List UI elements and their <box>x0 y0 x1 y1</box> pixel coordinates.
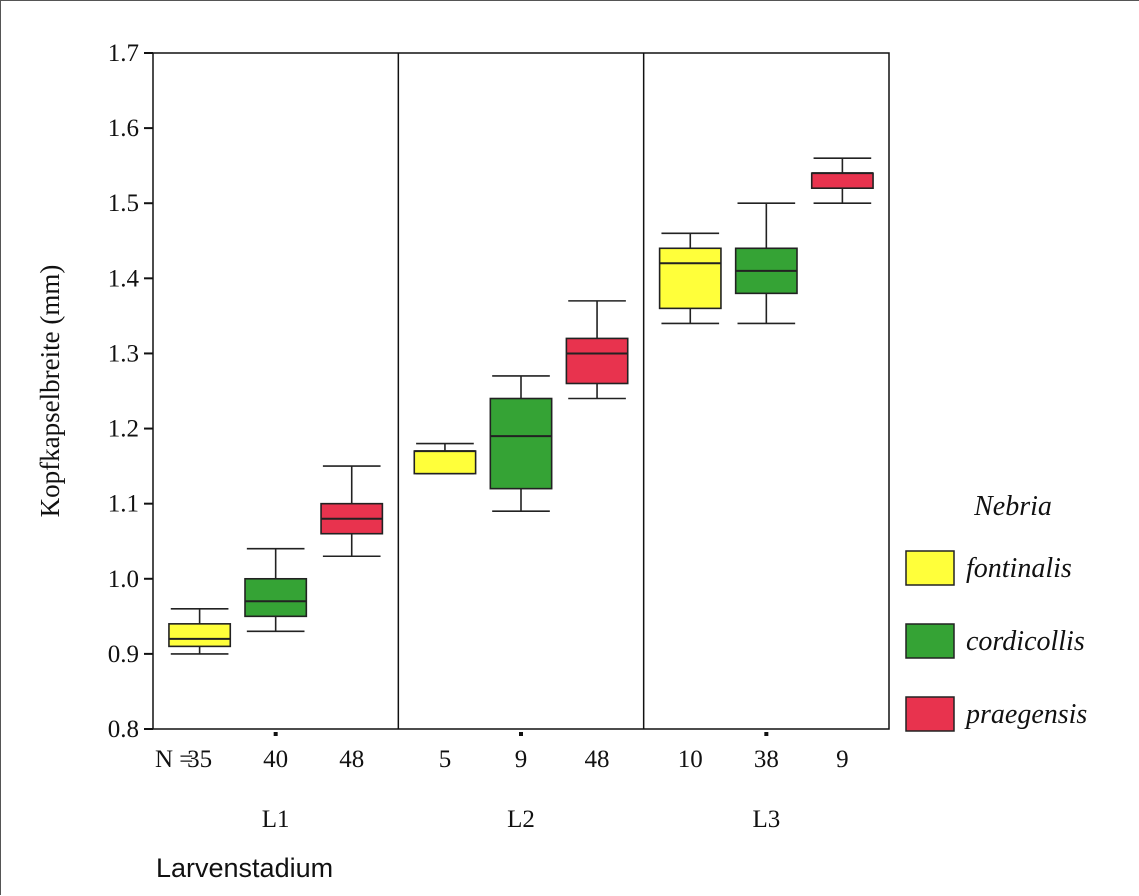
legend-swatch-praegensis <box>905 696 955 732</box>
n-label: 35 <box>187 746 212 773</box>
y-axis-title: Kopfkapselbreite (mm) <box>35 265 65 518</box>
group-label: L1 <box>262 806 290 833</box>
box-cordicollis <box>244 577 308 618</box>
legend-label-praegensis: praegensis <box>964 699 1087 730</box>
n-label: 9 <box>836 746 849 773</box>
n-label: 40 <box>263 746 288 773</box>
x-tick-mark <box>273 732 278 736</box>
x-axis-title: Larvenstadium <box>156 853 333 883</box>
y-tick-label: 0.9 <box>108 641 139 668</box>
n-label: 38 <box>754 746 779 773</box>
legend-swatch-fontinalis <box>905 550 955 586</box>
y-tick-label: 1.6 <box>108 115 139 142</box>
x-tick-mark <box>519 732 523 736</box>
y-tick-label: 1.2 <box>108 416 139 443</box>
box-fontinalis <box>413 450 477 475</box>
y-tick-label: 1.7 <box>108 40 139 67</box>
box-fontinalis <box>168 623 232 648</box>
y-tick-label: 1.3 <box>108 340 139 367</box>
x-tick-mark <box>764 732 769 736</box>
box-cordicollis <box>489 397 553 490</box>
group-label: L2 <box>507 806 535 833</box>
n-label: 5 <box>439 746 452 773</box>
n-label: 48 <box>585 746 610 773</box>
plot-frame <box>152 52 890 730</box>
n-prefix: N = <box>155 746 193 773</box>
y-tick-label: 1.4 <box>108 265 140 292</box>
box-praegensis <box>565 337 629 385</box>
y-tick-label: 1.1 <box>108 491 139 518</box>
legend-label-cordicollis: cordicollis <box>966 626 1085 657</box>
y-tick-label: 0.8 <box>108 716 139 743</box>
legend-swatch-cordicollis <box>905 623 955 659</box>
n-label: 9 <box>515 746 528 773</box>
n-label: 48 <box>339 746 364 773</box>
y-tick-label: 1.0 <box>108 566 139 593</box>
y-tick-label: 1.5 <box>108 190 139 217</box>
group-label: L3 <box>752 806 780 833</box>
box-praegensis <box>810 172 874 190</box>
n-label: 10 <box>678 746 703 773</box>
box-fontinalis <box>658 247 722 310</box>
legend-label-fontinalis: fontinalis <box>966 553 1072 584</box>
legend-title: Nebria <box>973 491 1052 522</box>
